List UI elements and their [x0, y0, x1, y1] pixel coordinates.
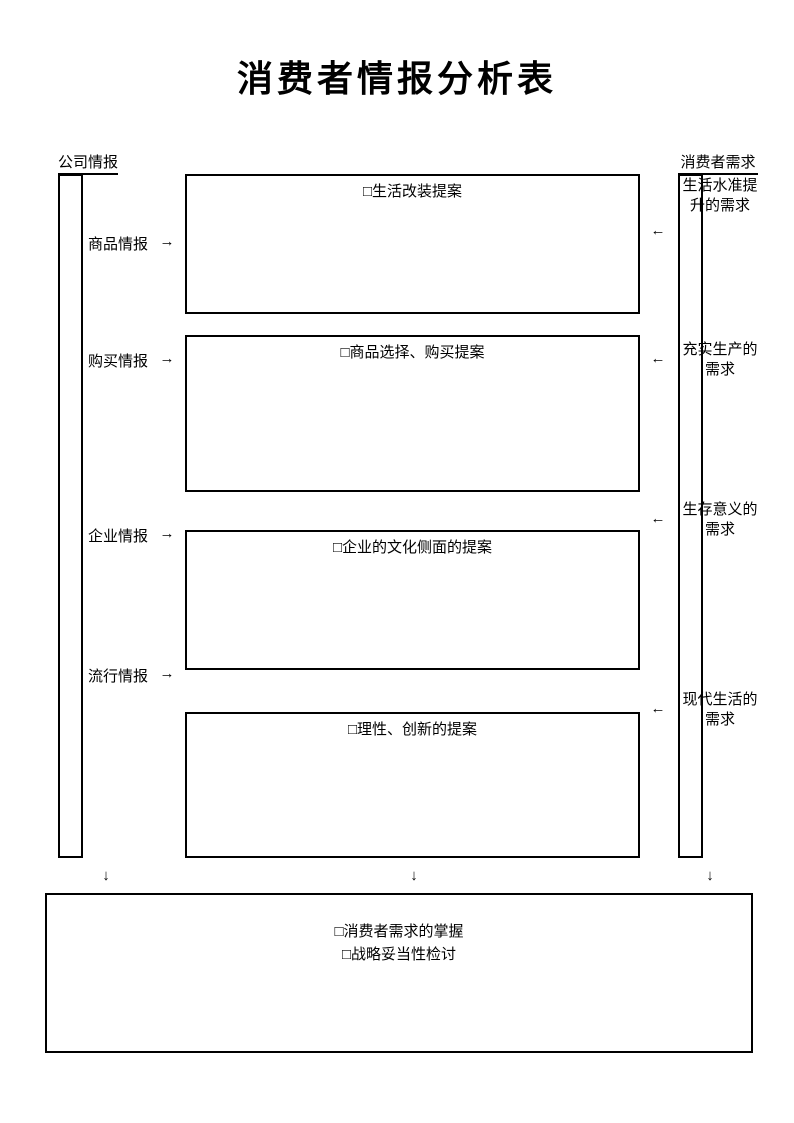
checkbox-icon: □: [340, 344, 349, 361]
center-box: □理性、创新的提案: [185, 712, 640, 858]
center-box-label: 企业的文化侧面的提案: [342, 539, 492, 556]
center-box: □生活改装提案: [185, 174, 640, 314]
page: 消费者情报分析表 公司情报 消费者需求 商品情报 → 购买情报 → 企业情报 →…: [0, 0, 794, 1123]
checkbox-icon: □: [363, 183, 372, 200]
arrow-down-icon: ↓: [404, 867, 424, 884]
right-label-item: 生活水准提升的需求: [680, 176, 760, 215]
arrow-down-icon: ↓: [96, 867, 116, 884]
center-box-title: □生活改装提案: [187, 176, 638, 201]
left-label-item: 流行情报: [88, 665, 148, 686]
arrow-left-icon: ←: [648, 700, 668, 717]
page-title: 消费者情报分析表: [40, 50, 754, 102]
checkbox-icon: □: [334, 923, 343, 940]
left-column-header: 公司情报: [58, 151, 118, 175]
arrow-left-icon: ←: [648, 222, 668, 239]
bottom-line: □消费者需求的掌握: [47, 921, 751, 944]
arrow-right-icon: →: [157, 350, 177, 367]
bottom-summary-box: □消费者需求的掌握 □战略妥当性检讨: [45, 893, 753, 1053]
arrow-right-icon: →: [157, 525, 177, 542]
center-box-title: □企业的文化侧面的提案: [187, 532, 638, 557]
checkbox-icon: □: [333, 539, 342, 556]
center-box-label: 商品选择、购买提案: [350, 344, 485, 361]
left-label-item: 商品情报: [88, 233, 148, 254]
arrow-right-icon: →: [157, 233, 177, 250]
center-box-title: □理性、创新的提案: [187, 714, 638, 739]
left-vertical-bar: [58, 174, 83, 858]
bottom-line-label: 消费者需求的掌握: [344, 923, 464, 940]
arrow-left-icon: ←: [648, 350, 668, 367]
arrow-right-icon: →: [157, 665, 177, 682]
left-label-item: 企业情报: [88, 525, 148, 546]
checkbox-icon: □: [348, 721, 357, 738]
bottom-line-label: 战略妥当性检讨: [351, 946, 456, 963]
checkbox-icon: □: [342, 946, 351, 963]
bottom-line: □战略妥当性检讨: [47, 944, 751, 967]
right-column-header: 消费者需求: [678, 151, 758, 175]
left-label-item: 购买情报: [88, 350, 148, 371]
center-box-title: □商品选择、购买提案: [187, 337, 638, 362]
right-label-item: 现代生活的需求: [680, 690, 760, 729]
center-box: □企业的文化侧面的提案: [185, 530, 640, 670]
center-box: □商品选择、购买提案: [185, 335, 640, 492]
center-box-label: 生活改装提案: [372, 183, 462, 200]
right-label-item: 充实生产的需求: [680, 340, 760, 379]
arrow-down-icon: ↓: [700, 867, 720, 884]
arrow-left-icon: ←: [648, 510, 668, 527]
right-label-item: 生存意义的需求: [680, 500, 760, 539]
center-box-label: 理性、创新的提案: [357, 721, 477, 738]
